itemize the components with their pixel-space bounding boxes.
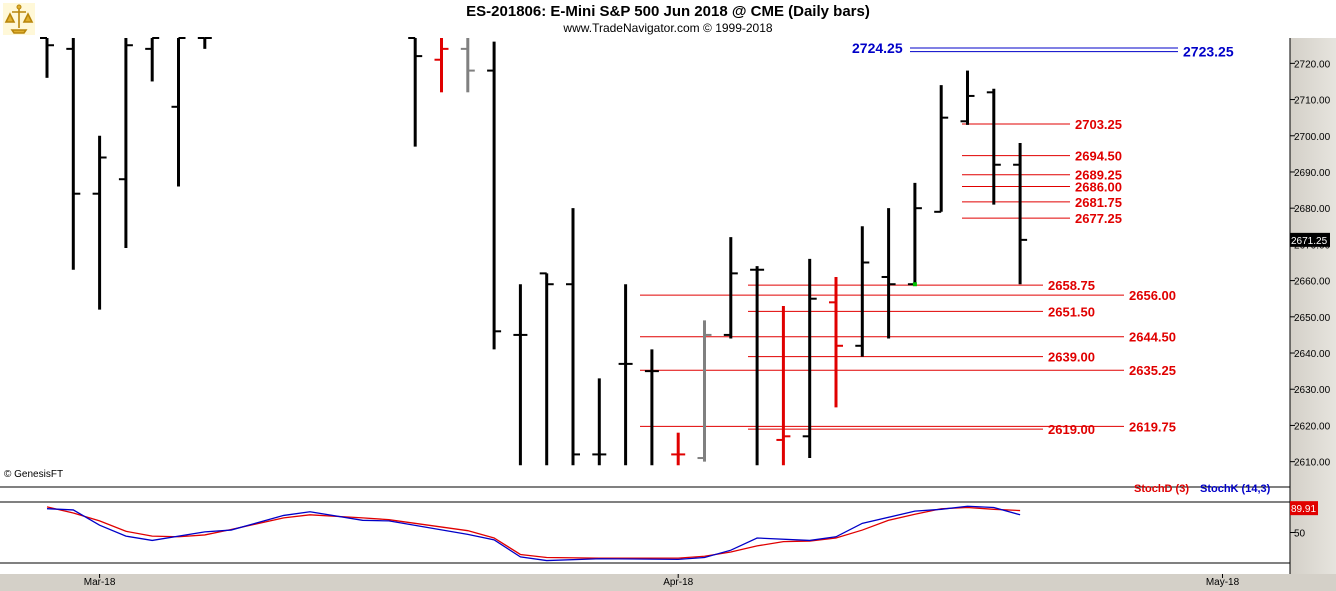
ohlc-bar-31 [855,226,870,357]
price-levels: 2724.25 2723.25 2703.25 2694.50 2689.252686.… [640,40,1234,437]
price-tick-label-2: 2700.00 [1294,132,1331,143]
ohlc-bar-25 [697,320,712,462]
stochd-legend: StochD (3) [1134,483,1189,495]
ohlc-bar-36 [986,88,1001,205]
ohlc-bar-26 [723,237,738,339]
ohlc-bar-18 [513,284,528,466]
ohlc-bar-16 [460,38,475,93]
price-tick-label-0: 2720.00 [1294,59,1331,70]
ohlc-bar-5 [171,37,186,187]
ohlc-bar-28 [776,305,791,466]
axes: 2720.002710.002700.002690.002680.002670.… [84,59,1331,588]
last-price-badge [1290,232,1330,247]
copyright-label: © GenesisFT [4,469,64,480]
level-label-8: 2658.75 [1048,278,1095,293]
last-price-label: 2671.25 [1291,236,1328,247]
level-label-0: 2724.25 [852,40,903,56]
ohlc-bar-37 [1013,143,1028,285]
ohlc-bar-21 [592,378,607,466]
level-label-7: 2677.25 [1075,211,1122,226]
level-label-13: 2635.25 [1129,363,1176,378]
price-tick-label-1: 2710.00 [1294,96,1331,107]
level-label-6: 2681.75 [1075,195,1122,210]
level-label-9: 2656.00 [1129,288,1176,303]
level-label-10: 2651.50 [1048,304,1095,319]
price-tick-label-7: 2650.00 [1294,313,1331,324]
level-label-12: 2639.00 [1048,350,1095,365]
stochk-line [46,505,1021,562]
ohlc-bar-34 [934,85,949,213]
level-label-5: 2686.00 [1075,179,1122,194]
time-axis-panel [0,574,1336,591]
price-tick-label-11: 2610.00 [1294,458,1331,469]
ohlc-bar-6 [197,37,212,49]
ohlc-bar-15 [434,38,449,93]
level-label-2: 2703.25 [1075,117,1122,132]
ohlc-bar-24 [671,432,686,466]
price-axis-shade [1290,38,1336,574]
price-tick-label-6: 2660.00 [1294,277,1331,288]
level-label-15: 2619.00 [1048,422,1095,437]
ohlc-bar-14 [408,37,423,147]
ohlc-bar-19 [539,272,554,466]
ohlc-bar-0 [40,37,54,78]
ohlc-bar-17 [487,41,502,350]
ohlc-bar-2 [92,135,107,310]
level-label-1: 2723.25 [1183,44,1234,60]
ohlc-bars [40,37,1028,466]
stoch-last-badge [1290,501,1318,516]
time-tick-label-0: Mar-18 [84,577,116,588]
level-label-4: 2689.25 [1075,168,1122,183]
ohlc-bar-29 [802,258,817,459]
time-tick-label-1: Apr-18 [663,577,693,588]
ohlc-bar-23 [644,349,659,466]
level-label-11: 2644.50 [1129,330,1176,345]
stochk-legend: StochK (14,3) [1200,483,1271,495]
ohlc-bar-3 [118,38,133,249]
level-label-14: 2619.75 [1129,419,1176,434]
price-tick-label-8: 2640.00 [1294,349,1331,360]
stoch-tick-label-0: 50 [1294,529,1306,540]
price-tick-label-10: 2620.00 [1294,421,1331,432]
level-label-3: 2694.50 [1075,149,1122,164]
time-tick-label-2: May-18 [1206,577,1240,588]
price-tick-label-4: 2680.00 [1294,204,1331,215]
ohlc-bar-30 [829,276,843,408]
price-tick-label-9: 2630.00 [1294,385,1331,396]
signal-marker [912,282,917,287]
price-tick-label-3: 2690.00 [1294,168,1331,179]
stochastic-panel [46,505,1021,562]
ohlc-bar-32 [881,208,896,339]
ohlc-bar-4 [145,37,160,82]
ohlc-bar-35 [960,70,975,125]
plot-area [0,38,1290,574]
chart-subtitle: www.TradeNavigator.com © 1999-2018 [563,21,773,35]
stoch-last-label: 89.91 [1291,504,1316,515]
ohlc-bar-27 [750,266,765,466]
ohlc-bar-20 [566,208,580,466]
ohlc-bar-22 [618,284,633,466]
chart-title: ES-201806: E-Mini S&P 500 Jun 2018 @ CME… [466,3,870,20]
ohlc-bar-1 [66,38,81,270]
genesis-trading-logo-icon [3,3,35,35]
